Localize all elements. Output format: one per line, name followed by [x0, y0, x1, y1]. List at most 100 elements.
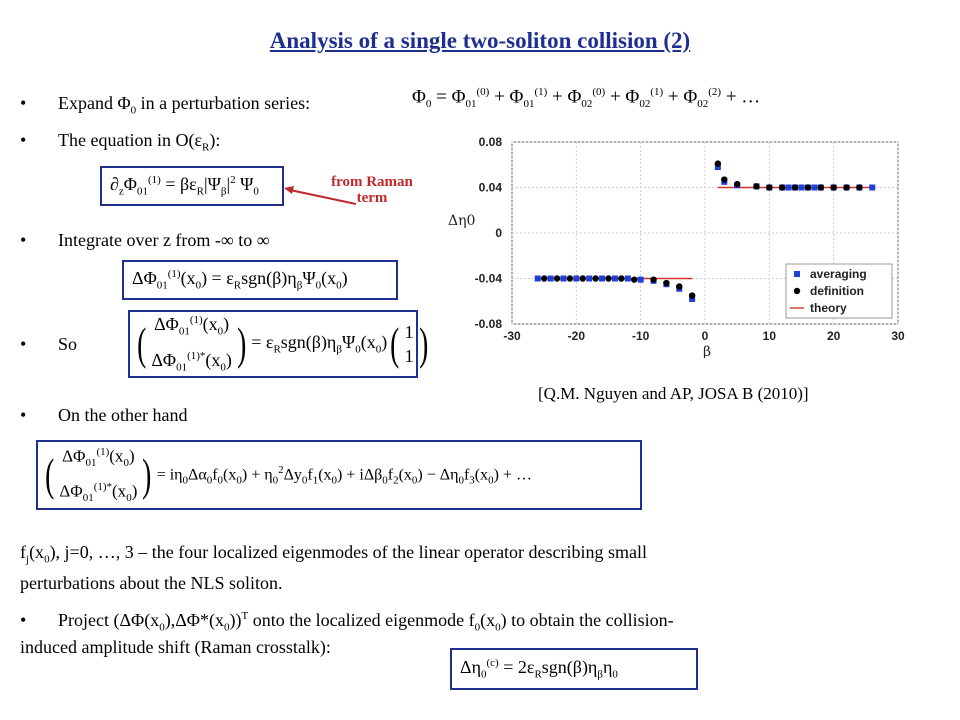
expansion-left-top: ΔΦ01(1)(x0): [62, 445, 135, 469]
x-axis-label: β: [703, 344, 711, 358]
bullet-other-hand-text: On the other hand: [58, 405, 188, 425]
amplitude-shift-box: Δη0(c) = 2εRsgn(β)ηβη0: [450, 648, 698, 690]
perturbation-series-equation: Φ0 = Φ01(0) + Φ01(1) + Φ02(0) + Φ02(1) +…: [412, 86, 761, 111]
vector-right-top: 1: [404, 322, 414, 342]
bullet-integrate-text: Integrate over z from -∞ to ∞: [58, 230, 270, 250]
averaging-point: [547, 275, 554, 282]
definition-point: [553, 275, 561, 282]
averaging-point: [586, 275, 593, 282]
definition-point: [804, 184, 812, 191]
averaging-point: [573, 275, 580, 282]
annotation-arrow: [284, 186, 357, 205]
bullet-dot: •: [20, 405, 27, 425]
x-tick-label: 30: [891, 329, 905, 343]
vector-left: ( ΔΦ01(1)(x0) ΔΦ01(1)*(x0) ): [134, 308, 249, 379]
raman-annotation: from Raman term: [316, 174, 428, 206]
bullet-dot: •: [20, 334, 27, 354]
definition-point: [663, 279, 670, 287]
x-tick-label: 20: [827, 329, 841, 343]
vector-left-bottom: ΔΦ01(1)*(x0): [151, 350, 232, 374]
definition-point: [843, 184, 850, 191]
definition-point: [856, 184, 863, 191]
definition-point: [631, 276, 638, 283]
x-tick-label: 10: [763, 329, 777, 343]
expansion-left: ( ΔΦ01(1)(x0) ΔΦ01(1)*(x0) ): [42, 440, 155, 510]
definition-point: [779, 184, 786, 191]
citation-caption: [Q.M. Nguyen and AP, JOSA B (2010)]: [538, 384, 809, 403]
vector-right-bottom: 1: [404, 346, 414, 366]
averaging-point: [599, 275, 606, 282]
expansion-left-bottom: ΔΦ01(1)*(x0): [59, 481, 138, 505]
bullet-so-text: So: [58, 334, 78, 354]
x-tick-label: 0: [702, 329, 709, 343]
averaging-point: [624, 275, 631, 282]
bullet-project-continuation: induced amplitude shift (Raman crosstalk…: [20, 637, 331, 657]
definition-point: [830, 184, 837, 191]
vector-middle: = εRsgn(β)ηβΨ0(x0): [251, 332, 388, 356]
legend-label-averaging: averaging: [810, 267, 867, 281]
definition-point: [566, 275, 574, 282]
delta-phi-equation-box: ΔΦ01(1)(x0) = εRsgn(β)ηβΨ0(x0): [122, 260, 398, 300]
legend-marker-definition: [793, 287, 801, 295]
y-tick-label: 0.08: [479, 135, 503, 149]
collision-chart: -30 -20 -10 0 10 20 30 0.08 0.04 0 -0.04 -0.08 β Δη0 a…: [448, 135, 905, 358]
legend-marker-averaging: [794, 271, 800, 277]
y-tick-label: -0.04: [475, 272, 503, 286]
x-tick-label: -10: [632, 329, 650, 343]
y-axis-label: Δη0: [448, 213, 475, 229]
definition-point: [688, 292, 696, 299]
bullet-other-hand: • On the other hand: [20, 404, 187, 426]
eigenmodes-line2: perturbations about the NLS soliton.: [20, 573, 283, 593]
averaging-point: [689, 295, 696, 302]
bullet-expand-text: Expand Φ0 in a perturbation series:: [58, 93, 311, 117]
raman-annotation-line2: term: [356, 190, 388, 206]
legend-label-theory: theory: [810, 301, 847, 315]
bullet-expand: • Expand Φ0 in a perturbation series:: [20, 92, 310, 122]
expansion-rhs: = iη0Δα0f0(x0) + η02Δy0f1(x0) + iΔβ0f2(x…: [156, 463, 532, 487]
averaging-point: [714, 164, 721, 171]
definition-point: [540, 275, 548, 282]
x-tick-label: -20: [568, 329, 586, 343]
definition-point: [650, 276, 657, 283]
bullet-equation-order: • The equation in O(εR):: [20, 129, 220, 159]
vector-equation-box: ( ΔΦ01(1)(x0) ΔΦ01(1)*(x0) ) = εRsgn(β)η…: [128, 308, 428, 379]
bullet-dot: •: [20, 130, 27, 150]
x-tick-label: -30: [503, 329, 521, 343]
vector-left-top: ΔΦ01(1)(x0): [154, 314, 230, 338]
y-tick-label: 0: [495, 226, 502, 240]
y-tick-label: 0.04: [479, 181, 503, 195]
definition-point: [714, 160, 722, 167]
bullet-so: • So: [20, 333, 77, 355]
definition-point: [753, 183, 760, 190]
averaging-point: [798, 184, 805, 191]
definition-point: [733, 180, 741, 188]
delta-phi-equation: ΔΦ01(1)(x0) = εRsgn(β)ηβΨ0(x0): [132, 268, 348, 292]
definition-point: [766, 184, 773, 191]
averaging-point: [611, 275, 618, 282]
vector-right: ( 1 1 ): [390, 318, 428, 369]
raman-equation: ∂zΦ01(1) = βεR|Ψβ|2 Ψ0: [110, 174, 259, 198]
averaging-point: [869, 184, 876, 191]
page-title: Analysis of a single two-soliton collisi…: [269, 28, 691, 53]
bullet-project-text: Project (ΔΦ(x0),ΔΦ*(x0))T onto the local…: [58, 610, 674, 634]
definition-point: [605, 275, 612, 282]
averaging-point: [534, 275, 541, 282]
averaging-point: [811, 184, 818, 191]
raman-annotation-line1: from Raman: [331, 174, 413, 190]
definition-point: [676, 283, 683, 290]
raman-equation-box: ∂zΦ01(1) = βεR|Ψβ|2 Ψ0: [100, 166, 284, 206]
definition-point: [791, 184, 799, 191]
expansion-equation-box: ( ΔΦ01(1)(x0) ΔΦ01(1)*(x0) ) = iη0Δα0f0(…: [36, 440, 642, 510]
bullet-equation-order-text: The equation in O(εR):: [58, 130, 221, 154]
definition-point: [592, 275, 599, 282]
definition-point: [817, 184, 824, 191]
averaging-point: [560, 275, 567, 282]
amplitude-shift-equation: Δη0(c) = 2εRsgn(β)ηβη0: [460, 657, 618, 681]
definition-point: [618, 275, 625, 282]
averaging-point: [785, 184, 792, 191]
definition-point: [721, 176, 728, 183]
eigenmodes-line1: fj(x0), j=0, …, 3 – the four localized e…: [20, 542, 648, 566]
y-tick-label: -0.08: [475, 317, 503, 331]
bullet-dot: •: [20, 93, 27, 113]
bullet-dot: •: [20, 230, 27, 250]
